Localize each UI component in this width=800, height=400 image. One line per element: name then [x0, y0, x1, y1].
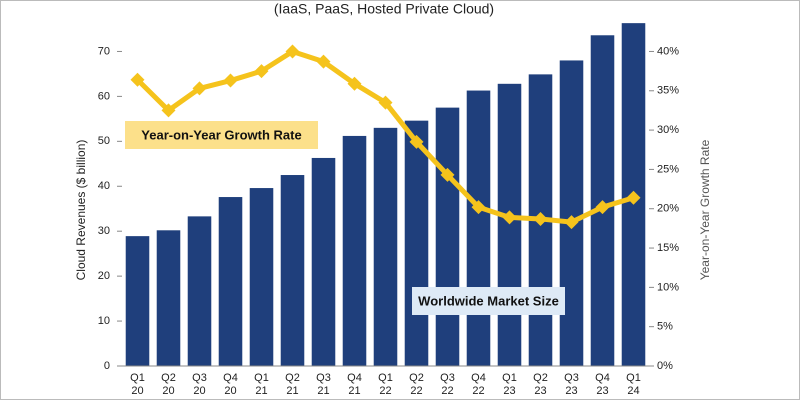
x-tick-label: Q3 22 — [440, 372, 455, 397]
marker — [316, 54, 331, 69]
y2-tick-label: 30% — [657, 124, 679, 136]
annotation-box — [412, 287, 565, 315]
y-tick-label: 10 — [98, 315, 110, 327]
x-tick-label: Q2 23 — [533, 372, 548, 397]
marker — [161, 103, 176, 118]
marker — [533, 211, 548, 226]
y2-tick-label: 0% — [657, 360, 673, 372]
marker — [223, 73, 238, 88]
bar — [249, 188, 274, 366]
y-tick-label: 0 — [104, 360, 110, 372]
bar — [125, 236, 150, 366]
marker — [502, 210, 517, 225]
x-tick-label: Q1 23 — [502, 372, 517, 397]
marker — [254, 64, 269, 79]
annotation-box — [125, 121, 318, 149]
series-label: Year-on-Year Growth Rate — [141, 127, 301, 142]
x-tick-label: Q1 22 — [378, 372, 393, 397]
x-tick-label: Q4 21 — [347, 372, 362, 397]
bar — [218, 197, 243, 366]
bar — [435, 107, 460, 366]
bar — [559, 60, 584, 366]
x-tick-label: Q3 20 — [192, 372, 207, 397]
marker — [192, 81, 207, 96]
y2-tick-label: 40% — [657, 45, 679, 57]
x-tick-label: Q3 23 — [564, 372, 579, 397]
marker — [471, 200, 486, 215]
x-tick-label: Q2 22 — [409, 372, 424, 397]
y-tick-label: 40 — [98, 180, 110, 192]
y-axis-label: Cloud Revenues ($ billion) — [74, 140, 88, 281]
x-tick-label: Q4 23 — [595, 372, 610, 397]
marker — [440, 167, 455, 182]
y-tick-label: 30 — [98, 225, 110, 237]
marker — [595, 200, 610, 215]
x-tick-label: Q2 20 — [161, 372, 176, 397]
series-label: Worldwide Market Size — [418, 293, 559, 308]
bar — [373, 127, 398, 367]
bar — [342, 135, 367, 366]
x-tick-label: Q4 20 — [223, 372, 238, 397]
marker — [130, 72, 145, 87]
bar — [404, 120, 429, 367]
y2-tick-label: 5% — [657, 321, 673, 333]
x-tick-label: Q1 24 — [626, 372, 641, 397]
y-tick-label: 60 — [98, 90, 110, 102]
y2-tick-label: 20% — [657, 203, 679, 215]
marker — [564, 215, 579, 230]
bar — [497, 83, 522, 366]
y-tick-label: 20 — [98, 270, 110, 282]
bar — [187, 216, 212, 366]
bar — [466, 90, 491, 367]
x-tick-label: Q1 20 — [130, 372, 145, 397]
x-tick-label: Q1 21 — [254, 372, 269, 397]
y2-tick-label: 25% — [657, 163, 679, 175]
marker — [347, 76, 362, 91]
y2-tick-label: 35% — [657, 85, 679, 97]
bar — [280, 175, 305, 366]
chart-subtitle: (IaaS, PaaS, Hosted Private Cloud) — [274, 1, 494, 17]
bar — [311, 157, 336, 366]
y2-axis-label: Year-on-Year Growth Rate — [698, 139, 712, 280]
marker — [378, 95, 393, 110]
marker — [409, 134, 424, 149]
y-tick-label: 70 — [98, 45, 110, 57]
marker — [626, 190, 641, 205]
x-tick-label: Q4 22 — [471, 372, 486, 397]
y2-tick-label: 15% — [657, 242, 679, 254]
y2-tick-label: 10% — [657, 281, 679, 293]
y-tick-label: 50 — [98, 135, 110, 147]
x-tick-label: Q3 21 — [316, 372, 331, 397]
marker — [285, 44, 300, 59]
bar — [156, 230, 181, 366]
x-tick-label: Q2 21 — [285, 372, 300, 397]
